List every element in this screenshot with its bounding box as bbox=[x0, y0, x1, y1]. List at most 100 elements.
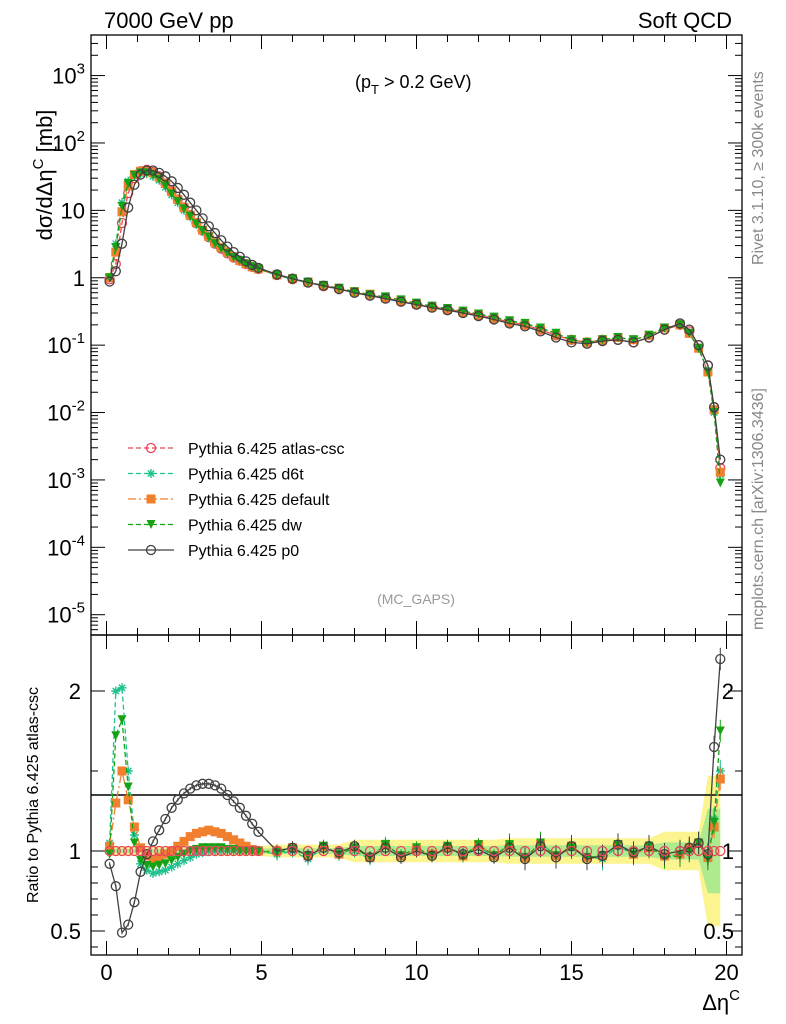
x-tick-label: 5 bbox=[255, 960, 267, 985]
cut-annotation: (pT > 0.2 GeV) bbox=[355, 72, 472, 97]
ratio-reference-point bbox=[612, 845, 624, 857]
ratio-reference-point bbox=[209, 845, 221, 857]
ratio-data-point bbox=[197, 778, 208, 789]
ratio-data-point bbox=[228, 796, 239, 807]
ratio-data-point bbox=[166, 802, 177, 813]
ratio-reference-point bbox=[147, 845, 159, 857]
ratio-data-point bbox=[117, 766, 127, 776]
ratio-data-point bbox=[643, 841, 655, 852]
ratio-reference-point bbox=[643, 845, 655, 857]
ratio-reference-point bbox=[197, 845, 208, 857]
data-point bbox=[147, 165, 159, 176]
data-point bbox=[247, 259, 258, 271]
ratio-data-point bbox=[235, 838, 245, 848]
data-point bbox=[380, 293, 391, 304]
top-y-tick-label: 10-5 bbox=[47, 600, 85, 628]
ratio-data-point bbox=[302, 850, 314, 861]
ratio-reference-point bbox=[715, 845, 726, 857]
data-point bbox=[209, 227, 221, 239]
ratio-data-point bbox=[141, 849, 152, 860]
ratio-data-point bbox=[198, 848, 208, 858]
ratio-reference-point bbox=[395, 845, 407, 857]
ratio-data-point bbox=[123, 919, 134, 930]
ratio-reference-point bbox=[240, 845, 252, 857]
header-left: 7000 GeV pp bbox=[104, 8, 234, 33]
data-point bbox=[536, 323, 545, 333]
data-point bbox=[116, 217, 128, 229]
data-point bbox=[612, 334, 624, 345]
series-Pythia-6425-d6t bbox=[105, 169, 725, 480]
data-point bbox=[287, 273, 298, 284]
ratio-reference-point bbox=[364, 845, 376, 857]
ratio-reference-point bbox=[191, 845, 202, 857]
ratio-reference-point bbox=[135, 845, 146, 857]
data-point bbox=[240, 256, 252, 267]
ratio-data-point bbox=[111, 731, 121, 741]
data-point bbox=[550, 332, 562, 343]
ratio-data-point bbox=[185, 832, 195, 842]
ratio-data-point bbox=[185, 783, 196, 794]
ratio-data-point bbox=[253, 826, 264, 837]
legend-marker bbox=[145, 442, 157, 454]
data-point bbox=[629, 335, 638, 345]
bottom-y-tick-label-left: 0.5 bbox=[50, 919, 81, 944]
data-point bbox=[185, 197, 196, 208]
data-point bbox=[123, 179, 133, 189]
data-point bbox=[715, 467, 725, 477]
data-point bbox=[473, 310, 484, 322]
ratio-reference-point bbox=[628, 845, 639, 857]
data-point bbox=[333, 283, 345, 295]
ratio-reference-point bbox=[702, 845, 714, 857]
ratio-data-point bbox=[160, 865, 170, 875]
ratio-data-point bbox=[426, 850, 438, 861]
data-point bbox=[365, 290, 375, 300]
data-point bbox=[684, 324, 695, 335]
legend-label: Pythia 6.425 default bbox=[188, 492, 330, 509]
data-point bbox=[129, 179, 140, 190]
ratio-data-point bbox=[229, 835, 239, 845]
ratio-data-point bbox=[240, 810, 252, 821]
ratio-data-point bbox=[123, 766, 133, 776]
legend-label: Pythia 6.425 atlas-csc bbox=[188, 441, 345, 458]
ratio-data-point bbox=[173, 859, 183, 869]
ratio-data-point bbox=[715, 653, 726, 665]
ratio-reference-point bbox=[597, 845, 608, 857]
ratio-data-point bbox=[234, 802, 245, 813]
ratio-data-point bbox=[612, 839, 624, 850]
data-point bbox=[684, 328, 694, 338]
ratio-data-point bbox=[179, 856, 189, 866]
ratio-data-point bbox=[154, 825, 165, 836]
ratio-data-point bbox=[222, 832, 232, 842]
x-axis-label: ΔηC bbox=[702, 987, 740, 1015]
bottom-y-tick-label-left: 2 bbox=[69, 679, 81, 704]
bottom-y-tick-label-left: 1 bbox=[69, 839, 81, 864]
ratio-data-point bbox=[442, 842, 453, 853]
ratio-data-point bbox=[684, 842, 695, 853]
ratio-data-point bbox=[129, 897, 140, 908]
ratio-data-point bbox=[136, 856, 146, 866]
ratio-data-point bbox=[715, 726, 725, 736]
ratio-reference-point bbox=[123, 845, 134, 857]
data-point bbox=[364, 290, 376, 301]
ratio-reference-point bbox=[154, 845, 165, 857]
ratio-reference-point bbox=[271, 845, 283, 857]
ratio-data-point bbox=[204, 825, 214, 835]
legend-marker bbox=[145, 544, 157, 556]
x-tick-label: 15 bbox=[559, 960, 583, 985]
bottom-y-tick-label-right: 1 bbox=[722, 839, 734, 864]
ratio-reference-point bbox=[708, 845, 720, 857]
ratio-data-point bbox=[117, 683, 127, 693]
ratio-reference-point bbox=[302, 845, 314, 857]
ratio-reference-point bbox=[659, 845, 670, 857]
legend: Pythia 6.425 atlas-csc Pythia 6.425 d6t Py… bbox=[128, 441, 345, 560]
ratio-data-point bbox=[715, 774, 725, 784]
ratio-reference-point bbox=[253, 845, 264, 857]
data-point bbox=[504, 318, 515, 329]
legend-item: Pythia 6.425 d6t bbox=[128, 467, 304, 484]
ratio-reference-point bbox=[411, 845, 422, 857]
data-point bbox=[708, 402, 720, 413]
bottom-y-tick-label-right: 0.5 bbox=[703, 919, 734, 944]
ratio-data-point bbox=[154, 852, 164, 862]
ratio-reference-point bbox=[426, 845, 438, 857]
ratio-data-point bbox=[191, 849, 201, 859]
